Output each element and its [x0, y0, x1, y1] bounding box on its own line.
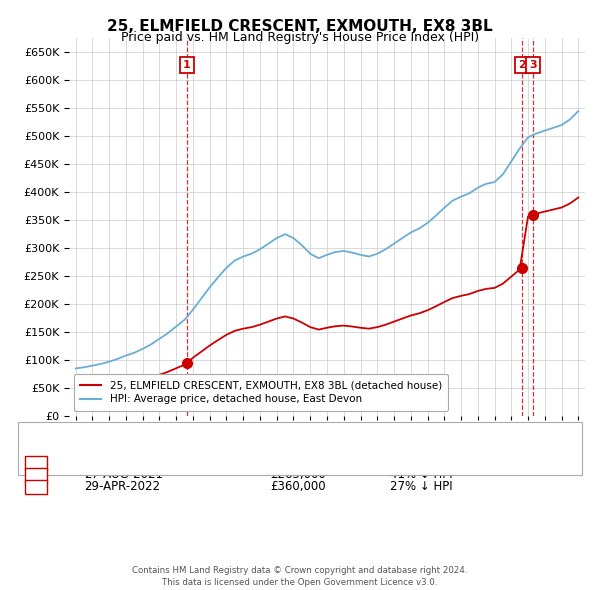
Text: £360,000: £360,000	[270, 480, 326, 493]
Text: 25, ELMFIELD CRESCENT, EXMOUTH, EX8 3BL: 25, ELMFIELD CRESCENT, EXMOUTH, EX8 3BL	[107, 19, 493, 34]
Text: HPI: Average price, detached house, East Devon: HPI: Average price, detached house, East…	[87, 439, 352, 448]
Text: £94,000: £94,000	[270, 457, 319, 470]
Text: 2: 2	[32, 468, 40, 481]
Text: 27% ↓ HPI: 27% ↓ HPI	[390, 480, 452, 493]
Text: 3: 3	[32, 480, 40, 493]
Text: 2: 2	[518, 60, 526, 70]
Text: 25, ELMFIELD CRESCENT, EXMOUTH, EX8 3BL (detached house): 25, ELMFIELD CRESCENT, EXMOUTH, EX8 3BL …	[87, 427, 437, 437]
Text: Contains HM Land Registry data © Crown copyright and database right 2024.
This d: Contains HM Land Registry data © Crown c…	[132, 566, 468, 587]
Text: 29-APR-2022: 29-APR-2022	[84, 480, 160, 493]
Text: 10-AUG-2001: 10-AUG-2001	[84, 457, 163, 470]
Text: 1: 1	[183, 60, 190, 70]
Legend: 25, ELMFIELD CRESCENT, EXMOUTH, EX8 3BL (detached house), HPI: Average price, de: 25, ELMFIELD CRESCENT, EXMOUTH, EX8 3BL …	[74, 374, 448, 411]
Text: Price paid vs. HM Land Registry's House Price Index (HPI): Price paid vs. HM Land Registry's House …	[121, 31, 479, 44]
Text: £265,000: £265,000	[270, 468, 326, 481]
Text: 27-AUG-2021: 27-AUG-2021	[84, 468, 163, 481]
Text: 45% ↓ HPI: 45% ↓ HPI	[390, 457, 452, 470]
Text: 3: 3	[530, 60, 537, 70]
Text: 1: 1	[32, 457, 40, 470]
Text: 41% ↓ HPI: 41% ↓ HPI	[390, 468, 452, 481]
